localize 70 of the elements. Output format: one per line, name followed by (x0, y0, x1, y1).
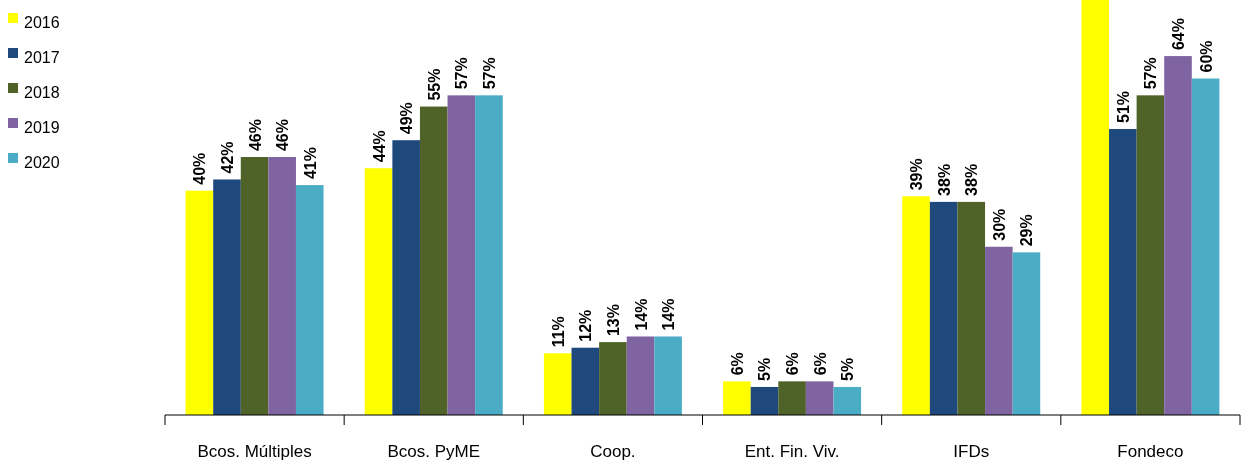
data-label: 12% (577, 309, 595, 342)
data-label: 57% (1142, 57, 1160, 90)
x-tick-label: Coop. (590, 442, 636, 461)
data-label: 38% (935, 163, 953, 196)
legend-label: 2017 (24, 49, 60, 67)
x-tick-label: IFDs (953, 442, 990, 461)
data-label: 5% (756, 357, 774, 381)
legend-label: 2018 (24, 84, 60, 102)
data-label: 60% (1197, 40, 1215, 73)
data-label: 44% (370, 130, 388, 163)
data-label: 51% (1114, 90, 1132, 123)
data-label: 14% (632, 298, 650, 331)
bar (654, 336, 682, 415)
bar (419, 106, 448, 415)
data-label: 11% (549, 316, 567, 348)
x-tick-label: Bcos. Múltiples (197, 442, 312, 461)
bar (1136, 95, 1165, 415)
data-label: 14% (660, 298, 678, 331)
data-label: 41% (301, 147, 319, 180)
data-label: 40% (191, 152, 209, 185)
bar (571, 347, 600, 415)
legend-label: 2020 (24, 154, 60, 172)
data-label: 38% (963, 163, 981, 196)
bar (805, 381, 834, 415)
bar (985, 246, 1013, 415)
data-label: 57% (480, 57, 498, 90)
bar (240, 157, 269, 415)
bar (364, 168, 393, 415)
data-label: 6% (728, 352, 746, 376)
bar (1109, 128, 1137, 415)
bar (957, 201, 986, 415)
bar (392, 140, 420, 415)
bar (750, 386, 779, 415)
data-label: 29% (1018, 214, 1036, 247)
legend-label: 2019 (24, 119, 60, 137)
bar (778, 381, 806, 415)
bar (268, 157, 296, 415)
bar (213, 179, 241, 415)
data-label: 42% (218, 141, 236, 174)
bar (626, 336, 655, 415)
data-label: 57% (453, 57, 471, 90)
bar (723, 381, 751, 415)
x-tick-label: Ent. Fin. Viv. (744, 442, 840, 461)
bar (1191, 78, 1220, 415)
bar (929, 201, 958, 415)
bar (902, 196, 930, 415)
data-label: 49% (398, 102, 416, 135)
data-label: 55% (425, 68, 443, 101)
bar (833, 386, 862, 415)
x-tick-label: Fondeco (1117, 442, 1184, 461)
bar (475, 95, 503, 415)
data-label: 6% (811, 352, 829, 376)
data-label: 64% (1170, 18, 1188, 51)
data-label: 30% (990, 208, 1008, 241)
legend-label: 2016 (24, 14, 60, 32)
data-label: 6% (784, 352, 802, 376)
bar (543, 353, 572, 415)
bar (1081, 0, 1110, 415)
data-label: 5% (839, 357, 857, 381)
bar (1164, 56, 1192, 415)
data-label: 13% (604, 304, 622, 337)
data-label: 46% (246, 119, 264, 152)
bar (185, 190, 214, 415)
bar (1012, 252, 1041, 415)
bar (447, 95, 476, 415)
bar (295, 185, 324, 415)
x-tick-label: Bcos. PyME (387, 442, 481, 461)
data-label: 46% (274, 119, 292, 152)
bar (599, 342, 627, 415)
data-label: 39% (908, 158, 926, 191)
